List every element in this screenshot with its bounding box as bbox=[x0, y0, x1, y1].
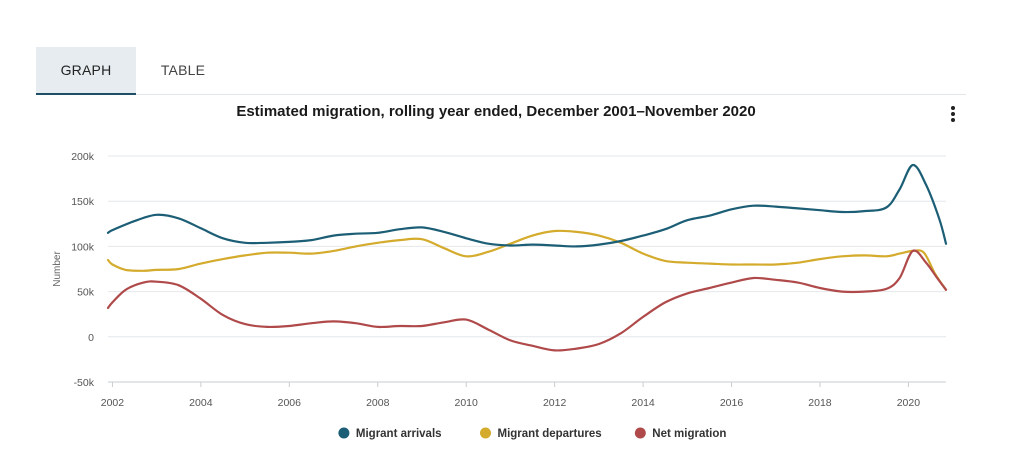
tab-graph[interactable]: GRAPH bbox=[36, 47, 136, 95]
x-tick-label: 2008 bbox=[366, 397, 390, 409]
legend-marker bbox=[634, 427, 646, 439]
y-tick-label: 200k bbox=[71, 151, 95, 163]
tab-bar: GRAPH TABLE bbox=[36, 47, 966, 95]
y-axis-label: Number bbox=[52, 251, 63, 287]
tab-table[interactable]: TABLE bbox=[160, 62, 206, 78]
legend-marker bbox=[480, 427, 491, 439]
series-line-migrant-arrivals bbox=[106, 163, 948, 248]
chart-title: Estimated migration, rolling year ended,… bbox=[236, 103, 756, 120]
legend-item-net-migration[interactable]: Net migration bbox=[634, 427, 727, 441]
legend-label: Migrant departures bbox=[498, 428, 602, 440]
y-tick-label: -50k bbox=[74, 377, 95, 389]
x-tick-label: 2010 bbox=[455, 397, 479, 409]
legend-item-migrant-departures[interactable]: Migrant departures bbox=[480, 427, 602, 441]
legend-item-migrant-arrivals[interactable]: Migrant arrivals bbox=[338, 427, 442, 441]
x-tick-label: 2006 bbox=[278, 397, 302, 409]
x-tick-label: 2016 bbox=[720, 397, 744, 409]
legend-marker bbox=[338, 427, 350, 439]
legend-label: Net migration bbox=[652, 428, 726, 440]
y-tick-label: 0 bbox=[88, 332, 94, 344]
series-line-net-migration bbox=[106, 249, 948, 352]
y-tick-label: 150k bbox=[71, 196, 95, 208]
more-vertical-icon[interactable] bbox=[946, 106, 960, 128]
x-tick-label: 2002 bbox=[101, 397, 125, 409]
y-tick-label: 50k bbox=[77, 287, 95, 299]
x-tick-label: 2014 bbox=[631, 397, 655, 409]
y-tick-label: 100k bbox=[71, 241, 95, 253]
x-tick-label: 2012 bbox=[543, 397, 567, 409]
x-tick-label: 2018 bbox=[808, 397, 832, 409]
legend-label: Migrant arrivals bbox=[356, 428, 442, 440]
x-tick-label: 2004 bbox=[189, 397, 213, 409]
series-line-migrant-departures bbox=[106, 229, 948, 291]
x-tick-label: 2020 bbox=[897, 397, 921, 409]
